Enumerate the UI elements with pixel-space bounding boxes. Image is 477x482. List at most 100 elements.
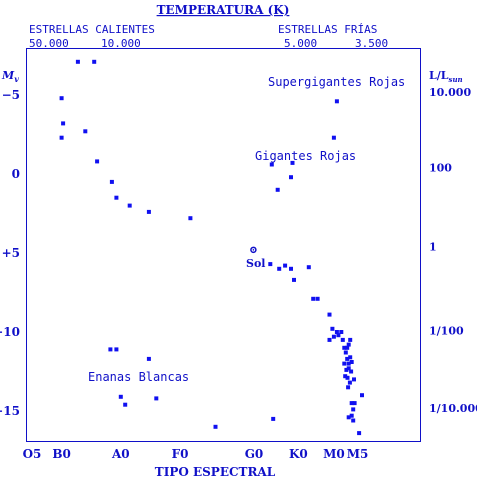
- spectral-tick-label: B0: [52, 447, 71, 461]
- star-point-main-sequence: [346, 361, 351, 366]
- temp-tick-5000: 5.000: [284, 37, 317, 50]
- magnitude-tick-label: +10: [0, 325, 20, 339]
- star-point-main-sequence: [340, 337, 345, 342]
- star-point-giants: [289, 175, 293, 180]
- star-point-white-dwarfs: [118, 394, 123, 399]
- spectral-axis-label: TIPO ESPECTRAL: [155, 465, 276, 479]
- star-point-main-sequence: [283, 263, 288, 268]
- plot-frame: [26, 48, 421, 442]
- star-point-main-sequence: [349, 369, 354, 374]
- temp-tick-3500: 3.500: [355, 37, 388, 50]
- star-point-main-sequence: [59, 135, 64, 140]
- star-point-main-sequence: [327, 337, 332, 342]
- star-point-white-dwarfs: [114, 347, 119, 352]
- star-point-supergiants: [331, 135, 336, 140]
- star-point-main-sequence: [346, 342, 351, 347]
- star-point-main-sequence: [315, 296, 320, 301]
- star-point-main-sequence: [334, 330, 339, 334]
- star-point-main-sequence: [336, 333, 341, 338]
- temp-tick-50000: 50.000: [29, 37, 69, 50]
- magnitude-tick-label: +5: [2, 246, 20, 260]
- star-point-main-sequence: [331, 334, 336, 339]
- sun-marker-center: [252, 249, 255, 251]
- spectral-tick-label: M5: [347, 447, 369, 461]
- star-point-main-sequence: [345, 356, 350, 361]
- magnitude-tick-label: 0: [12, 167, 20, 181]
- star-point-main-sequence: [83, 129, 88, 134]
- star-point-main-sequence: [348, 337, 353, 342]
- magnitude-tick-label: +15: [0, 404, 20, 418]
- star-point-main-sequence: [342, 361, 347, 366]
- star-point-white-dwarfs: [146, 356, 151, 361]
- spectral-tick-label: O5: [23, 447, 42, 461]
- star-point-white-dwarfs: [123, 402, 128, 407]
- star-point-main-sequence: [345, 375, 350, 380]
- magnitude-axis-main: M: [1, 69, 15, 82]
- star-point-main-sequence: [343, 374, 348, 379]
- star-point-white-dwarfs: [271, 416, 276, 421]
- star-point-main-sequence: [59, 96, 64, 101]
- star-point-main-sequence: [292, 277, 296, 282]
- star-point-main-sequence: [339, 330, 344, 334]
- star-point-main-sequence: [61, 121, 66, 126]
- magnitude-axis-label: Mv: [1, 69, 19, 84]
- spectral-tick-label: M0: [323, 447, 345, 461]
- star-point-main-sequence: [346, 385, 351, 390]
- star-points: [59, 59, 364, 436]
- star-point-main-sequence: [349, 401, 354, 406]
- sun-annotation: Sol: [246, 257, 265, 270]
- spectral-tick-label: F0: [172, 447, 189, 461]
- luminosity-ticks: 10.000 100 1 1/100 1/10.000: [429, 86, 477, 415]
- chart-title: TEMPERATURA (K): [157, 3, 290, 17]
- giants-annotation: Gigantes Rojas: [255, 149, 356, 163]
- star-point-main-sequence: [343, 350, 348, 355]
- star-point-main-sequence: [348, 355, 353, 360]
- star-point-main-sequence: [360, 393, 364, 398]
- star-point-main-sequence: [311, 296, 316, 301]
- star-point-giants: [269, 162, 274, 167]
- star-point-main-sequence: [347, 380, 352, 385]
- star-point-main-sequence: [345, 345, 350, 350]
- cold-stars-label: ESTRELLAS FRÍAS: [278, 23, 377, 36]
- luminosity-tick-label: 1/10.000: [429, 402, 477, 415]
- star-point-supergiants: [334, 99, 339, 104]
- supergiants-annotation: Supergigantes Rojas: [268, 75, 405, 89]
- magnitude-ticks: −5 0 +5 +10 +15: [0, 88, 20, 418]
- white-dwarfs-annotation: Enanas Blancas: [88, 370, 189, 384]
- star-point-main-sequence: [306, 265, 311, 270]
- star-point-main-sequence: [352, 401, 357, 406]
- star-point-main-sequence: [289, 266, 293, 271]
- star-point-main-sequence: [344, 367, 349, 372]
- star-point-white-dwarfs: [213, 424, 218, 429]
- spectral-tick-label: G0: [245, 447, 264, 461]
- luminosity-tick-label: 1/100: [429, 324, 464, 337]
- star-point-main-sequence: [346, 366, 351, 371]
- star-point-main-sequence: [95, 159, 100, 164]
- luminosity-tick-label: 100: [429, 162, 452, 175]
- star-point-white-dwarfs: [154, 396, 159, 401]
- star-point-white-dwarfs: [108, 347, 113, 352]
- luminosity-tick-label: 10.000: [429, 86, 471, 99]
- spectral-tick-label: K0: [289, 447, 308, 461]
- star-point-main-sequence: [114, 195, 119, 200]
- temp-tick-10000: 10.000: [101, 37, 141, 50]
- star-point-main-sequence: [188, 216, 193, 221]
- star-point-main-sequence: [357, 431, 362, 436]
- sun-marker: [250, 246, 257, 254]
- star-point-white-dwarfs: [75, 59, 80, 64]
- star-point-main-sequence: [346, 415, 351, 420]
- star-point-main-sequence: [327, 312, 332, 317]
- star-point-main-sequence: [351, 407, 356, 412]
- spectral-tick-label: A0: [111, 447, 130, 461]
- star-point-main-sequence: [146, 209, 151, 214]
- star-point-main-sequence: [342, 345, 347, 350]
- star-point-main-sequence: [109, 179, 114, 184]
- luminosity-axis-label: L/Lsun: [429, 69, 463, 84]
- star-point-main-sequence: [349, 413, 354, 418]
- luminosity-tick-label: 1: [429, 241, 437, 254]
- star-point-main-sequence: [351, 418, 356, 423]
- luminosity-axis-sub: sun: [449, 75, 463, 84]
- star-point-white-dwarfs: [92, 59, 97, 64]
- magnitude-axis-sub: v: [14, 74, 19, 84]
